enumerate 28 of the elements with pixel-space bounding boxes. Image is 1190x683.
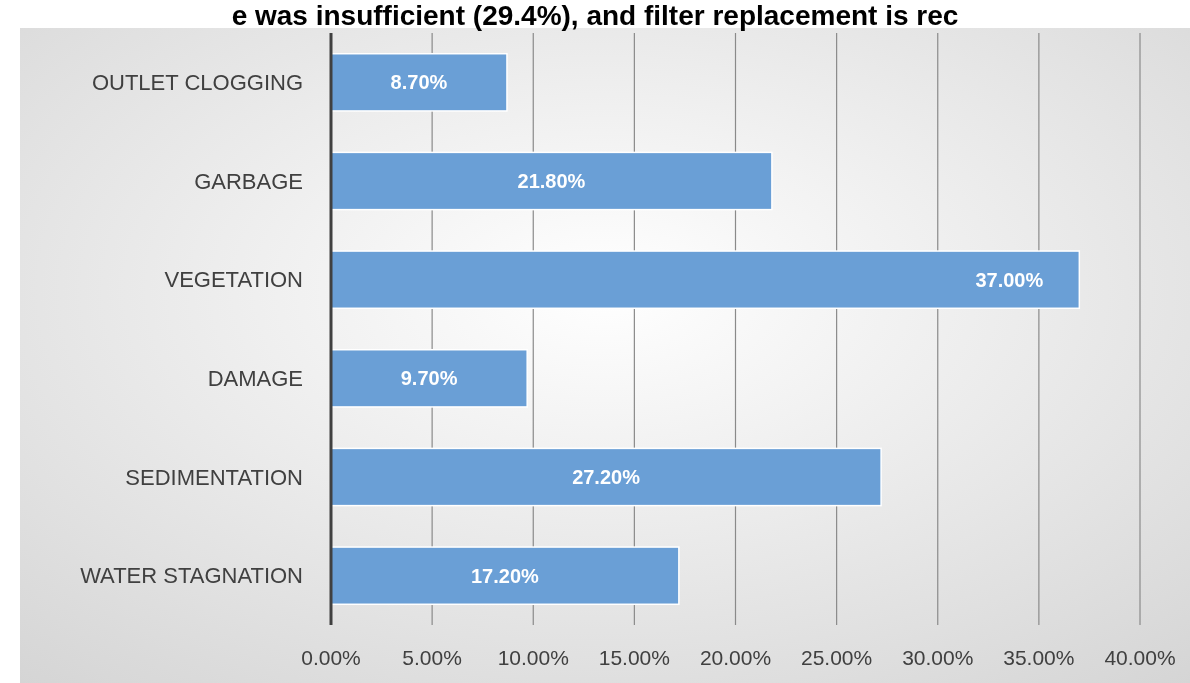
y-tick-label: OUTLET CLOGGING [91, 70, 303, 96]
x-tick-label: 30.00% [902, 646, 974, 669]
bar [330, 546, 680, 606]
data-label: 27.20% [572, 466, 641, 488]
bar [330, 250, 1081, 310]
chart-title: e was insufficient (29.4%), and filter replacement is rec [231, 0, 959, 31]
y-tick-label: SEDIMENTATION [125, 464, 303, 490]
data-label: 17.20% [471, 564, 540, 587]
x-tick-label: 40.00% [1104, 646, 1176, 669]
x-tick-label: 25.00% [801, 646, 873, 669]
bar [330, 447, 882, 507]
y-tick-label: DAMAGE [207, 366, 303, 392]
bar [330, 348, 528, 408]
y-tick-label: GARBAGE [194, 168, 303, 194]
x-tick-label: 35.00% [1003, 646, 1075, 669]
x-tick-label: 10.00% [497, 646, 569, 669]
data-label: 37.00% [975, 268, 1044, 291]
data-label: 21.80% [517, 170, 586, 192]
bar [330, 151, 773, 211]
data-label: 8.70% [390, 71, 448, 94]
data-label: 9.70% [400, 367, 458, 390]
bar [330, 52, 508, 112]
x-tick-label: 15.00% [598, 646, 670, 669]
y-tick-label: VEGETATION [164, 267, 303, 293]
x-tick-label: 20.00% [699, 646, 772, 669]
x-tick-label: 0.00% [301, 646, 361, 669]
y-tick-label: WATER STAGNATION [80, 563, 303, 589]
x-tick-label: 5.00% [402, 646, 462, 669]
